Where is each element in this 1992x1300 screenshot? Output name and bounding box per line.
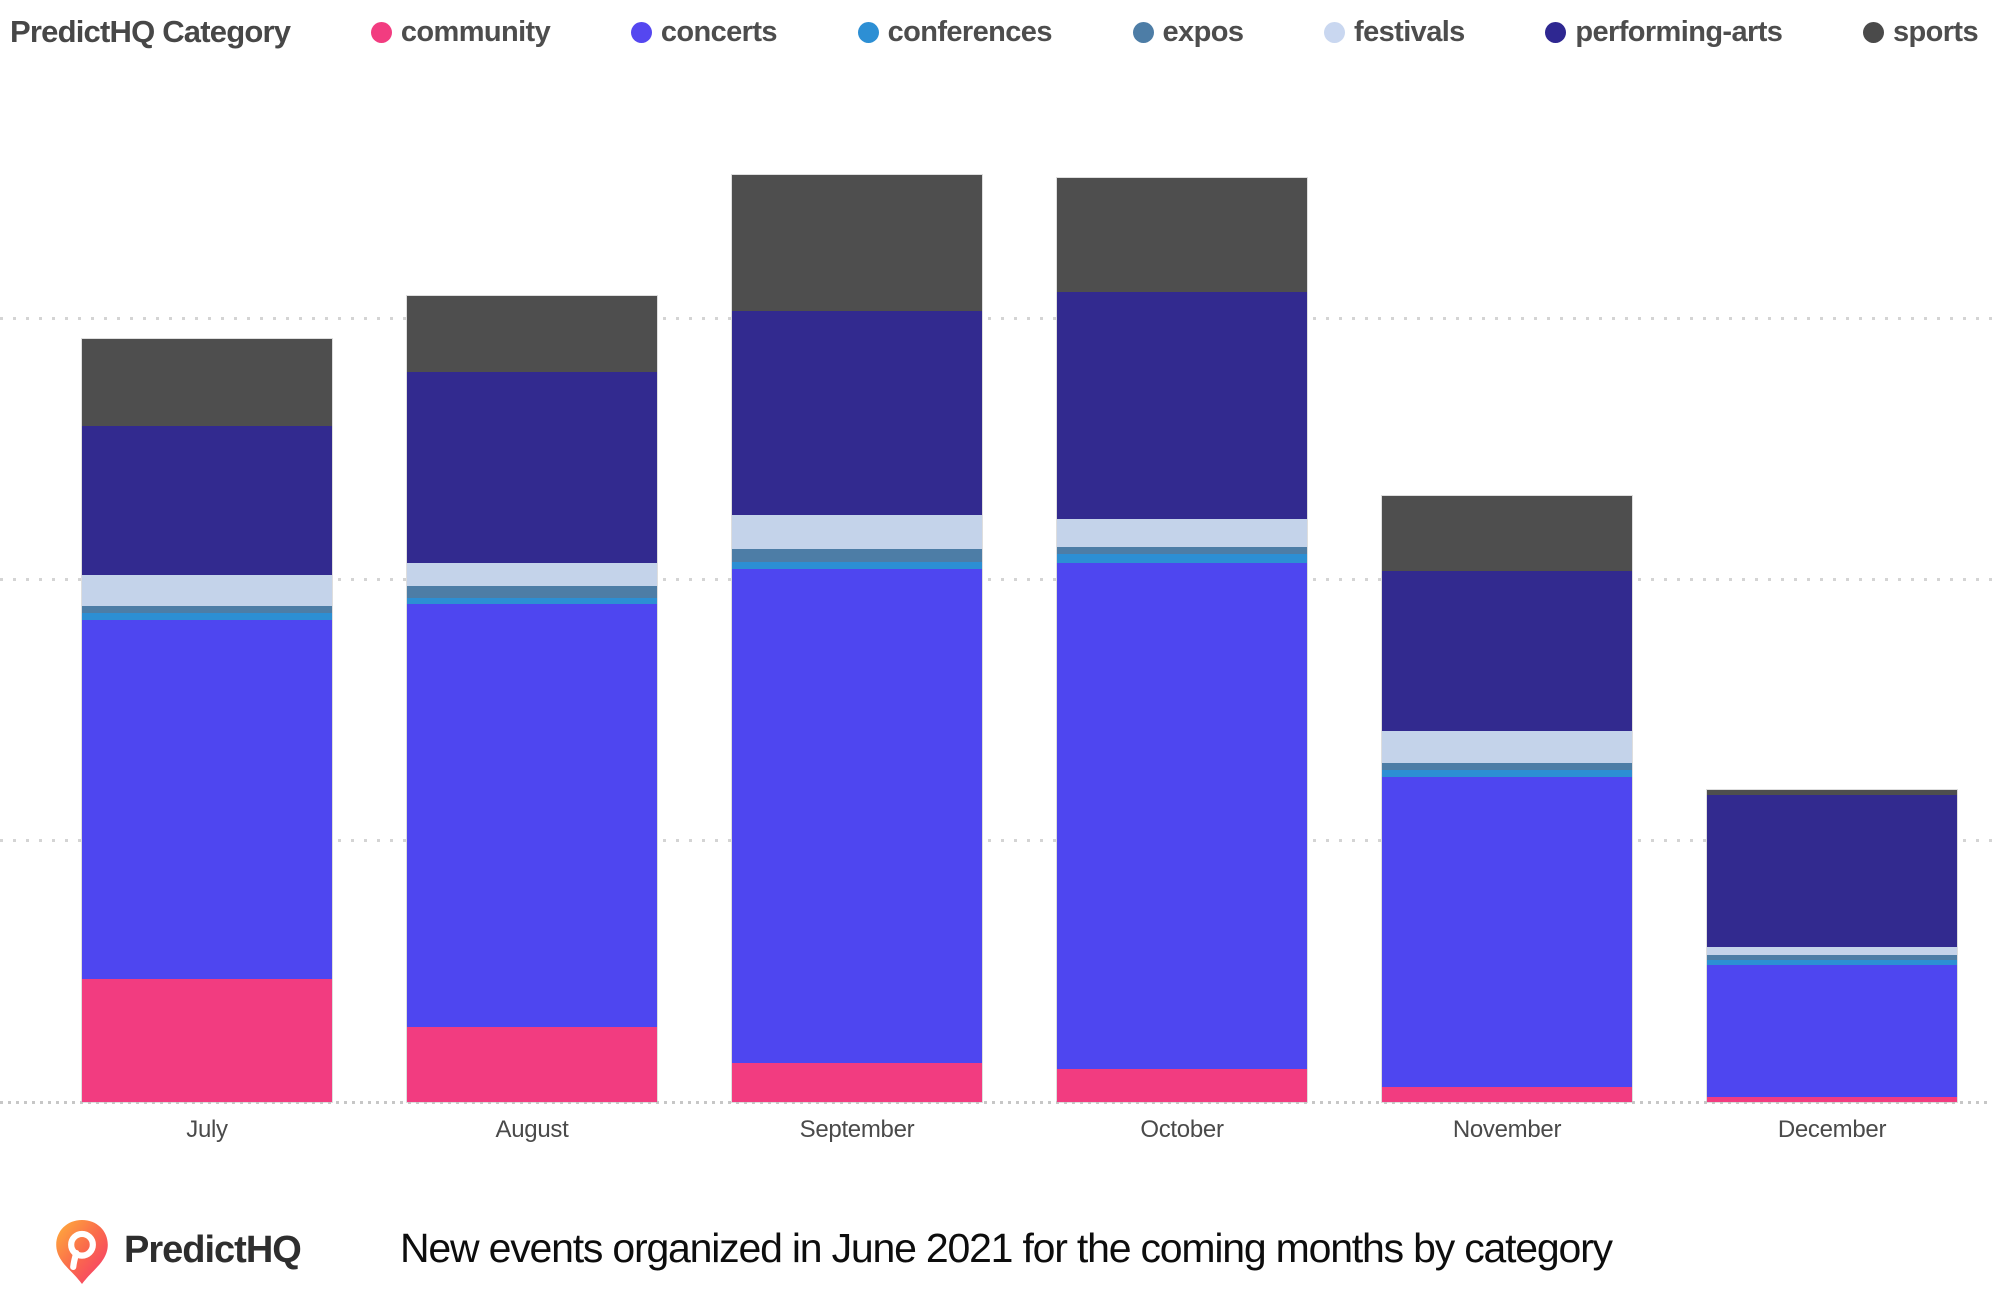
legend-title: PredictHQ Category <box>10 14 291 49</box>
bar-segment-july-expos[interactable] <box>82 606 332 613</box>
legend-swatch-sports-icon <box>1862 21 1884 43</box>
bar-segment-december-expos[interactable] <box>1707 955 1957 960</box>
x-axis-label-december: December <box>1777 1116 1887 1143</box>
bar-segment-november-performing-arts[interactable] <box>1382 571 1632 731</box>
bar-segment-october-concerts[interactable] <box>1057 563 1307 1069</box>
bar-segment-december-sports[interactable] <box>1707 790 1957 795</box>
legend: PredictHQ Category community concerts conf… <box>10 6 1979 58</box>
legend-swatch-community-icon <box>370 21 392 43</box>
bar-november[interactable] <box>1382 496 1632 1102</box>
legend-item-sports[interactable]: sports <box>1862 15 1979 49</box>
legend-swatch-expos-icon <box>1132 21 1154 43</box>
bar-segment-september-conferences[interactable] <box>732 562 982 569</box>
legend-item-label: sports <box>1892 15 1979 48</box>
bar-segment-december-concerts[interactable] <box>1707 965 1957 1097</box>
bar-segment-july-performing-arts[interactable] <box>82 426 332 575</box>
footer: PredictHQ New events organized in June 2… <box>0 1205 1992 1300</box>
legend-item-performing-arts[interactable]: performing-arts <box>1545 15 1783 49</box>
x-axis-label-july: July <box>186 1116 228 1143</box>
bar-segment-november-expos[interactable] <box>1382 763 1632 770</box>
bar-segment-september-concerts[interactable] <box>732 569 982 1063</box>
legend-swatch-performing-arts-icon <box>1545 21 1567 43</box>
stacked-bar-chart: July August September October November Decemb… <box>0 175 1992 1143</box>
gridline <box>0 317 1992 320</box>
bar-segment-july-concerts[interactable] <box>82 620 332 979</box>
bar-segment-july-conferences[interactable] <box>82 613 332 620</box>
bar-october[interactable] <box>1057 178 1307 1102</box>
legend-item-label: performing-arts <box>1575 15 1783 48</box>
bar-july[interactable] <box>82 339 332 1102</box>
bar-segment-august-sports[interactable] <box>407 296 657 372</box>
bar-segment-november-conferences[interactable] <box>1382 770 1632 777</box>
bar-december[interactable] <box>1707 790 1957 1102</box>
x-axis-label-october: October <box>1140 1116 1224 1143</box>
legend-item-expos[interactable]: expos <box>1132 15 1244 49</box>
bar-segment-august-festivals[interactable] <box>407 563 657 586</box>
bar-segment-august-performing-arts[interactable] <box>407 372 657 563</box>
bar-september[interactable] <box>732 175 982 1102</box>
x-axis-label-november: November <box>1452 1116 1562 1143</box>
legend-item-label: conferences <box>887 15 1053 48</box>
bar-segment-september-sports[interactable] <box>732 175 982 311</box>
x-axis-label-august: August <box>495 1116 569 1143</box>
legend-item-festivals[interactable]: festivals <box>1324 16 1465 49</box>
bar-segment-october-expos[interactable] <box>1057 547 1307 554</box>
bar-segment-october-sports[interactable] <box>1057 178 1307 292</box>
legend-item-label: festivals <box>1354 15 1465 48</box>
bar-segment-december-conferences[interactable] <box>1707 960 1957 965</box>
bar-segment-november-sports[interactable] <box>1382 496 1632 571</box>
x-axis-baseline <box>0 1101 1992 1104</box>
legend-item-concerts[interactable]: concerts <box>630 15 778 49</box>
predicthq-logo-icon <box>56 1220 108 1284</box>
bar-segment-august-community[interactable] <box>407 1027 657 1102</box>
bar-segment-july-festivals[interactable] <box>82 575 332 606</box>
legend-item-label: community <box>400 15 551 48</box>
bar-segment-november-festivals[interactable] <box>1382 731 1632 763</box>
legend-item-community[interactable]: community <box>370 15 551 49</box>
bar-segment-september-festivals[interactable] <box>732 515 982 549</box>
bar-segment-october-community[interactable] <box>1057 1069 1307 1102</box>
brand-wordmark: PredictHQ <box>124 1229 302 1271</box>
bar-segment-december-community[interactable] <box>1707 1097 1957 1102</box>
bar-segment-september-expos[interactable] <box>732 549 982 562</box>
bar-segment-august-expos[interactable] <box>407 586 657 598</box>
bar-segment-october-conferences[interactable] <box>1057 554 1307 563</box>
legend-item-label: expos <box>1162 15 1244 48</box>
bar-segment-november-community[interactable] <box>1382 1087 1632 1102</box>
bar-segment-july-community[interactable] <box>82 979 332 1102</box>
chart-caption: New events organized in June 2021 for th… <box>400 1225 1613 1271</box>
x-axis-label-september: September <box>799 1116 915 1143</box>
bar-segment-july-sports[interactable] <box>82 339 332 426</box>
legend-swatch-festivals-icon <box>1324 21 1346 43</box>
bar-august[interactable] <box>407 296 657 1102</box>
bar-segment-october-festivals[interactable] <box>1057 519 1307 547</box>
bar-segment-december-performing-arts[interactable] <box>1707 795 1957 947</box>
bar-segment-october-performing-arts[interactable] <box>1057 292 1307 519</box>
bar-segment-september-performing-arts[interactable] <box>732 311 982 515</box>
gridline <box>0 578 1992 581</box>
bar-segment-november-concerts[interactable] <box>1382 777 1632 1087</box>
legend-swatch-conferences-icon <box>857 21 879 43</box>
bar-segment-august-conferences[interactable] <box>407 598 657 604</box>
bar-segment-december-festivals[interactable] <box>1707 947 1957 955</box>
legend-swatch-concerts-icon <box>630 21 652 43</box>
legend-item-label: concerts <box>660 15 778 48</box>
bar-segment-september-community[interactable] <box>732 1063 982 1102</box>
bar-segment-august-concerts[interactable] <box>407 604 657 1027</box>
legend-item-conferences[interactable]: conferences <box>857 15 1053 49</box>
gridline <box>0 839 1992 842</box>
